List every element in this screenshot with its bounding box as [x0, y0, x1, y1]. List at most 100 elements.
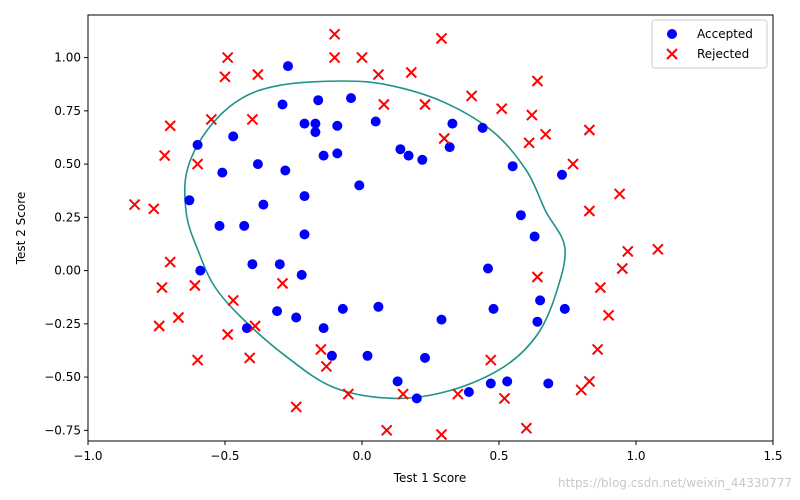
rejected-point: [191, 158, 204, 170]
rejected-point: [452, 388, 464, 400]
rejected-point: [602, 309, 615, 322]
rejected-point: [435, 428, 448, 441]
rejected-point: [191, 354, 204, 366]
accepted-point: [239, 220, 250, 231]
rejected-point: [153, 320, 165, 332]
y-tick-label: −0.25: [44, 317, 81, 331]
rejected-point: [520, 422, 533, 434]
rejected-point: [227, 294, 239, 307]
rejected-point: [128, 198, 141, 211]
accepted-point: [447, 118, 458, 129]
accepted-point: [258, 199, 269, 210]
plot-frame: [87, 14, 774, 442]
accepted-point: [228, 131, 239, 142]
rejected-point: [249, 320, 261, 332]
accepted-point: [277, 99, 288, 110]
rejected-point: [356, 51, 368, 64]
accepted-point: [318, 150, 329, 161]
rejected-point: [156, 281, 168, 294]
accepted-point: [247, 259, 258, 270]
legend-rejected-label: Rejected: [697, 47, 749, 61]
rejected-point: [616, 262, 629, 275]
rejected-point: [575, 384, 587, 396]
legend-accepted-marker: [667, 29, 677, 39]
rejected-point: [531, 271, 544, 283]
rejected-point: [328, 51, 341, 64]
y-tick-label: −0.75: [44, 423, 81, 437]
accepted-point: [395, 144, 406, 155]
accepted-point: [299, 229, 310, 240]
rejected-point: [523, 137, 535, 149]
rejected-point: [164, 120, 176, 132]
accepted-point: [280, 165, 291, 176]
accepted-point: [326, 350, 337, 361]
y-tick-label: 0.75: [54, 104, 81, 118]
y-tick-label: 1.00: [54, 51, 81, 65]
accepted-point: [310, 118, 321, 129]
accepted-point: [313, 95, 324, 106]
accepted-point: [291, 312, 302, 323]
rejected-point: [465, 90, 478, 102]
rejected-point: [290, 401, 302, 413]
decision-boundary-curve: [183, 80, 566, 400]
accepted-point: [296, 269, 307, 280]
rejected-point: [252, 68, 264, 81]
rejected-point: [622, 245, 634, 258]
rejected-point: [652, 243, 664, 256]
accepted-point: [252, 159, 263, 170]
accepted-point: [532, 316, 543, 327]
rejected-point: [613, 188, 626, 200]
accepted-point: [332, 148, 343, 159]
accepted-point: [310, 127, 321, 138]
x-axis-label: Test 1 Score: [393, 471, 467, 485]
legend-box: [651, 19, 768, 69]
rejected-point: [405, 66, 418, 79]
accepted-point: [346, 93, 356, 104]
accepted-point: [337, 303, 348, 314]
rejected-point: [594, 281, 607, 294]
accepted-point: [559, 303, 570, 314]
accepted-point: [507, 161, 518, 172]
accepted-point: [184, 195, 195, 206]
rejected-point: [148, 203, 160, 215]
accepted-point: [485, 378, 496, 389]
y-tick-label: 0.50: [54, 157, 81, 171]
rejected-point: [315, 343, 327, 356]
rejected-point: [591, 343, 604, 356]
rejected-point: [380, 424, 393, 437]
accepted-point: [535, 295, 546, 306]
rejected-point: [372, 68, 385, 81]
rejected-point: [172, 311, 185, 324]
legend-rejected-marker: [666, 48, 678, 60]
rejected-point: [397, 388, 409, 400]
rejected-point: [219, 71, 231, 83]
rejected-point: [328, 28, 341, 40]
rejected-point: [498, 392, 511, 405]
rejected-point: [243, 352, 256, 364]
y-tick-label: 0.25: [54, 210, 81, 224]
x-tick-label: 1.0: [626, 449, 645, 463]
x-tick-label: 1.5: [763, 449, 782, 463]
accepted-point: [411, 393, 422, 404]
rejected-point: [419, 98, 431, 111]
accepted-point: [192, 139, 203, 150]
axis-ticks-layer: −1.0 −0.5 0.0 0.5 1.0 1.5 −0.75 −0.50 −0.25 0.00 0…: [44, 51, 782, 463]
accepted-point: [463, 387, 474, 397]
accepted-point: [299, 118, 310, 129]
accepted-point: [241, 323, 252, 334]
rejected-point: [205, 113, 218, 126]
accepted-point: [488, 303, 499, 314]
accepted-point: [214, 220, 225, 231]
rejected-point: [246, 113, 259, 126]
accepted-point: [272, 306, 283, 317]
accepted-point: [477, 122, 488, 133]
y-tick-label: 0.00: [54, 264, 81, 278]
legend: Accepted Rejected: [651, 19, 768, 69]
rejected-point: [320, 360, 333, 373]
rejected-point: [583, 375, 596, 388]
accepted-point: [274, 259, 285, 270]
decision-boundary-layer: [183, 80, 566, 400]
accepted-point: [483, 263, 493, 274]
plot-area: [88, 15, 773, 441]
rejected-point: [221, 51, 234, 64]
